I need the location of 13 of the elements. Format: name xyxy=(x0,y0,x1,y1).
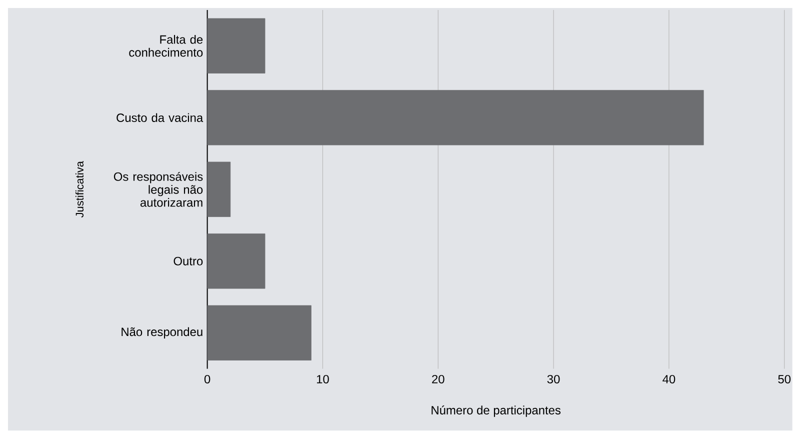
x-tick-label: 10 xyxy=(316,375,329,384)
y-axis-title: Justificativa xyxy=(75,161,84,218)
x-tick-label: 30 xyxy=(547,375,560,384)
y-tick-label: Não respondeu xyxy=(122,328,202,339)
y-tick-label: Outro xyxy=(174,257,203,266)
x-tick-label: 20 xyxy=(432,375,444,384)
y-tick-label: Falta de conhecimento xyxy=(129,35,203,57)
x-axis-title: Número de participantes xyxy=(432,406,561,418)
y-tick-label: Custo da vacina xyxy=(116,113,204,122)
x-tick-label: 40 xyxy=(662,375,676,384)
y-tick-label: Os responsáveis legais não autorizaram xyxy=(114,172,203,208)
x-tick-label: 0 xyxy=(204,375,210,384)
x-tick-label: 50 xyxy=(778,375,791,384)
